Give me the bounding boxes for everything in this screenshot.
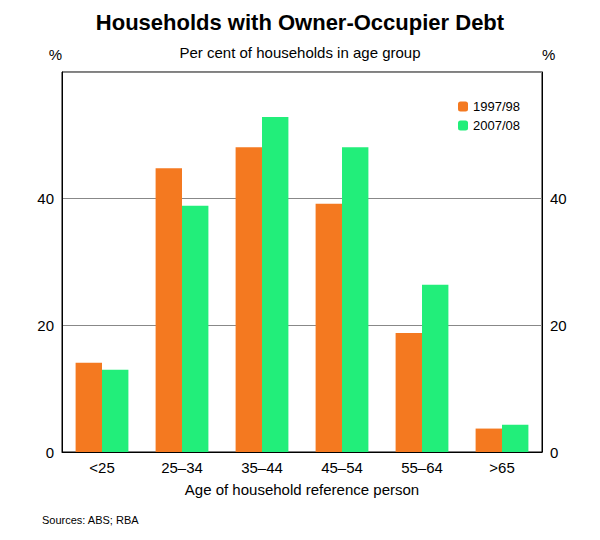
svg-text:>65: >65	[489, 459, 514, 476]
svg-text:20: 20	[37, 317, 54, 334]
svg-text:Sources: ABS; RBA: Sources: ABS; RBA	[42, 514, 139, 526]
svg-text:%: %	[542, 46, 555, 63]
svg-text:0: 0	[550, 444, 558, 461]
svg-text:35–44: 35–44	[241, 459, 283, 476]
svg-text:1997/98: 1997/98	[473, 99, 520, 114]
svg-text:25–34: 25–34	[161, 459, 203, 476]
svg-text:20: 20	[550, 317, 567, 334]
svg-text:2007/08: 2007/08	[473, 118, 520, 133]
svg-text:55–64: 55–64	[401, 459, 443, 476]
svg-text:40: 40	[550, 190, 567, 207]
svg-text:40: 40	[37, 190, 54, 207]
svg-text:Households with Owner-Occupier: Households with Owner-Occupier Debt	[96, 10, 505, 35]
svg-text:Age of household reference per: Age of household reference person	[185, 481, 419, 498]
svg-text:45–54: 45–54	[321, 459, 363, 476]
svg-text:<25: <25	[89, 459, 114, 476]
svg-text:Per cent of households in age: Per cent of households in age group	[179, 44, 420, 61]
svg-text:%: %	[49, 46, 62, 63]
svg-text:0: 0	[46, 444, 54, 461]
